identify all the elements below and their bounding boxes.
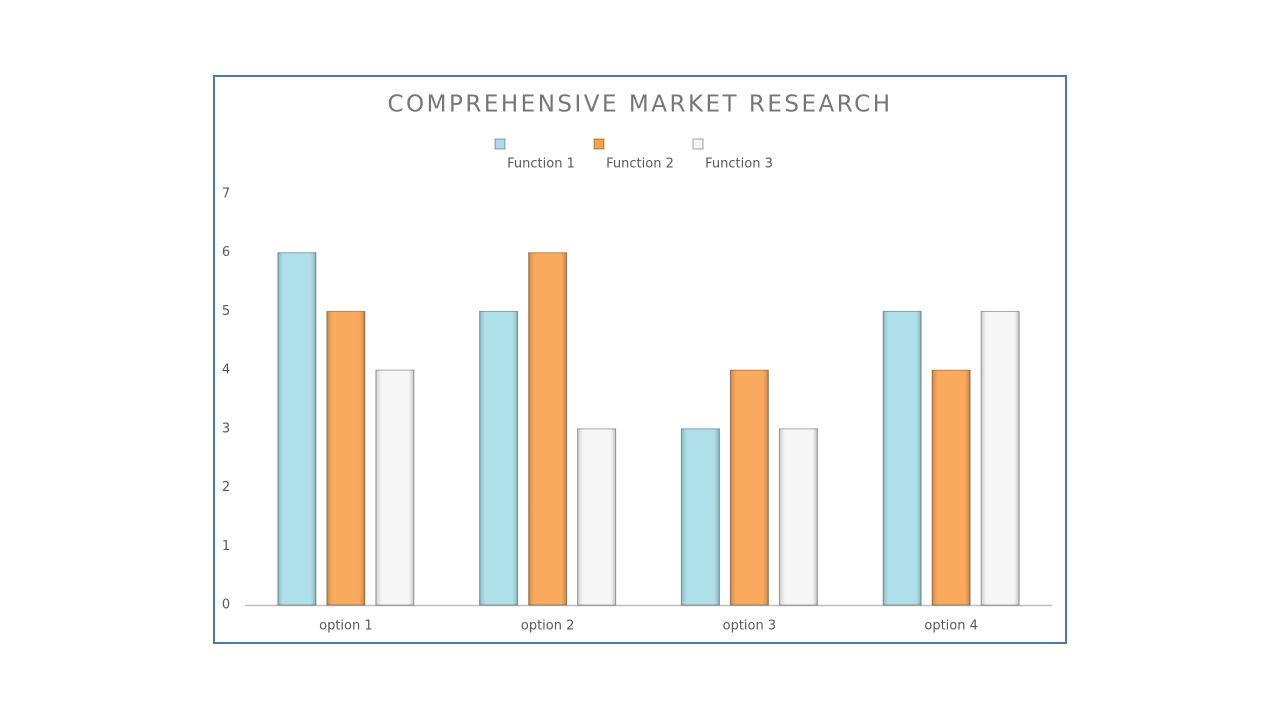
bar	[980, 310, 1020, 606]
legend-label: Function 1	[507, 157, 575, 172]
bar	[277, 252, 317, 606]
bar	[931, 369, 971, 606]
bar	[778, 428, 818, 606]
x-tick-label: option 4	[924, 619, 978, 634]
y-tick-label: 3	[222, 421, 230, 436]
y-tick-label: 1	[222, 539, 230, 554]
legend-marker	[593, 138, 605, 150]
bar	[577, 428, 617, 606]
y-tick-label: 5	[222, 304, 230, 319]
legend-label: Function 2	[606, 157, 674, 172]
bar	[528, 252, 568, 606]
y-tick-label: 6	[222, 245, 230, 260]
bar	[729, 369, 769, 606]
legend-marker	[494, 138, 506, 150]
y-tick-label: 0	[222, 598, 230, 613]
bar	[882, 310, 922, 606]
bar	[326, 310, 366, 606]
bar	[375, 369, 415, 606]
y-tick-label: 2	[222, 480, 230, 495]
legend-label: Function 3	[705, 157, 773, 172]
x-tick-label: option 1	[319, 619, 373, 634]
bar	[479, 310, 519, 606]
y-tick-label: 4	[222, 363, 230, 378]
chart-title: COMPREHENSIVE MARKET RESEARCH	[388, 92, 893, 118]
x-tick-label: option 3	[723, 619, 777, 634]
x-tick-label: option 2	[521, 619, 575, 634]
bar	[680, 428, 720, 606]
legend-marker	[692, 138, 704, 150]
y-tick-label: 7	[222, 187, 230, 202]
